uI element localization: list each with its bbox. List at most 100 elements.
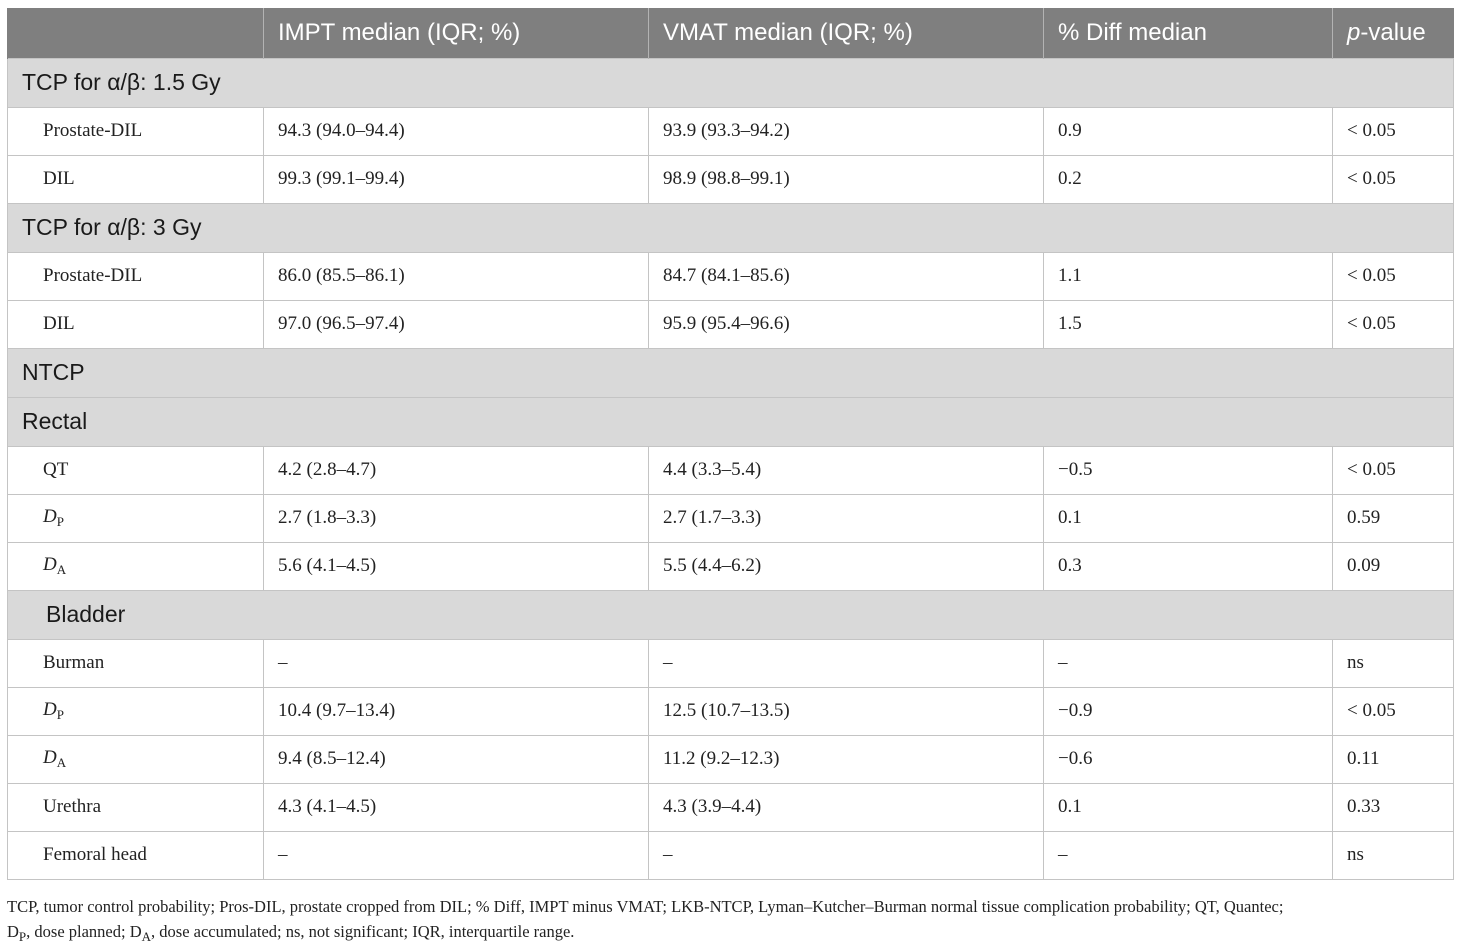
impt-value: 4.3 (4.1–4.5): [263, 782, 649, 832]
table-row: Urethra 4.3 (4.1–4.5) 4.3 (3.9–4.4) 0.1 0.33: [7, 782, 1454, 832]
impt-value: –: [263, 830, 649, 880]
section-title: TCP for α/β: 3 Gy: [7, 202, 1454, 253]
section-row: Rectal: [7, 396, 1454, 447]
diff-value: –: [1043, 830, 1333, 880]
impt-value: 86.0 (85.5–86.1): [263, 251, 649, 301]
row-label: DA: [7, 734, 264, 784]
p-value: < 0.05: [1332, 299, 1454, 349]
p-value: ns: [1332, 830, 1454, 880]
table-footnote: TCP, tumor control probability; Pros-DIL…: [7, 894, 1453, 949]
diff-value: −0.9: [1043, 686, 1333, 736]
row-label: DP: [7, 686, 264, 736]
impt-value: 99.3 (99.1–99.4): [263, 154, 649, 204]
row-label: Urethra: [7, 782, 264, 832]
diff-value: 1.1: [1043, 251, 1333, 301]
table-row: QT 4.2 (2.8–4.7) 4.4 (3.3–5.4) −0.5 < 0.05: [7, 445, 1454, 495]
row-label: Femoral head: [7, 830, 264, 880]
diff-value: −0.5: [1043, 445, 1333, 495]
impt-value: 10.4 (9.7–13.4): [263, 686, 649, 736]
footnote-dp-sub: P: [18, 929, 27, 944]
footnote-mid: , dose planned; D: [26, 922, 142, 941]
vmat-value: 5.5 (4.4–6.2): [648, 541, 1044, 591]
row-label: DIL: [7, 154, 264, 204]
impt-value: 97.0 (96.5–97.4): [263, 299, 649, 349]
table-row: DP 2.7 (1.8–3.3) 2.7 (1.7–3.3) 0.1 0.59: [7, 493, 1454, 543]
row-label-main: D: [43, 506, 57, 527]
impt-value: 5.6 (4.1–4.5): [263, 541, 649, 591]
diff-value: −0.6: [1043, 734, 1333, 784]
row-label: DP: [7, 493, 264, 543]
header-vmat: VMAT median (IQR; %): [648, 8, 1044, 58]
table-row: DP 10.4 (9.7–13.4) 12.5 (10.7–13.5) −0.9 < 0…: [7, 686, 1454, 736]
impt-value: 94.3 (94.0–94.4): [263, 106, 649, 156]
p-value: 0.33: [1332, 782, 1454, 832]
diff-value: 0.3: [1043, 541, 1333, 591]
table-row: DIL 99.3 (99.1–99.4) 98.9 (98.8–99.1) 0.2 < …: [7, 154, 1454, 204]
p-value: 0.09: [1332, 541, 1454, 591]
p-value: < 0.05: [1332, 106, 1454, 156]
vmat-value: 2.7 (1.7–3.3): [648, 493, 1044, 543]
section-row: Bladder: [7, 589, 1454, 640]
row-label: Burman: [7, 638, 264, 688]
section-row: TCP for α/β: 1.5 Gy: [7, 57, 1454, 108]
section-title: NTCP: [7, 347, 1454, 398]
vmat-value: 95.9 (95.4–96.6): [648, 299, 1044, 349]
impt-value: 2.7 (1.8–3.3): [263, 493, 649, 543]
vmat-value: –: [648, 830, 1044, 880]
impt-value: –: [263, 638, 649, 688]
impt-value: 4.2 (2.8–4.7): [263, 445, 649, 495]
row-label-subscript: A: [56, 562, 67, 577]
table-row: Prostate-DIL 86.0 (85.5–86.1) 84.7 (84.1–8…: [7, 251, 1454, 301]
table-row: DA 5.6 (4.1–4.5) 5.5 (4.4–6.2) 0.3 0.09: [7, 541, 1454, 591]
p-value: 0.59: [1332, 493, 1454, 543]
row-label-main: D: [43, 699, 57, 720]
p-value: < 0.05: [1332, 154, 1454, 204]
vmat-value: 11.2 (9.2–12.3): [648, 734, 1044, 784]
results-table: IMPT median (IQR; %) VMAT median (IQR; %…: [7, 8, 1454, 880]
diff-value: 0.2: [1043, 154, 1333, 204]
diff-value: 0.1: [1043, 782, 1333, 832]
table-row: Prostate-DIL 94.3 (94.0–94.4) 93.9 (93.3–9…: [7, 106, 1454, 156]
vmat-value: 98.9 (98.8–99.1): [648, 154, 1044, 204]
table-row: Femoral head – – – ns: [7, 830, 1454, 880]
row-label-main: D: [43, 747, 57, 768]
section-title: Bladder: [7, 589, 1454, 640]
footnote-dp-main: D: [7, 922, 19, 941]
p-value: < 0.05: [1332, 445, 1454, 495]
vmat-value: 84.7 (84.1–85.6): [648, 251, 1044, 301]
header-diff: % Diff median: [1043, 8, 1333, 58]
table-body: TCP for α/β: 1.5 Gy Prostate-DIL 94.3 (94.…: [7, 57, 1454, 880]
diff-value: 1.5: [1043, 299, 1333, 349]
p-value: < 0.05: [1332, 686, 1454, 736]
footnote-end: , dose accumulated; ns, not significant;…: [151, 922, 575, 941]
row-label-subscript: A: [56, 755, 67, 770]
vmat-value: 4.4 (3.3–5.4): [648, 445, 1044, 495]
footnote-line-2: DP, dose planned; DA, dose accumulated; …: [7, 919, 1453, 949]
row-label: QT: [7, 445, 264, 495]
p-value: < 0.05: [1332, 251, 1454, 301]
p-value: ns: [1332, 638, 1454, 688]
row-label-subscript: P: [56, 707, 64, 722]
header-impt: IMPT median (IQR; %): [263, 8, 649, 58]
row-label: Prostate-DIL: [7, 251, 264, 301]
vmat-value: –: [648, 638, 1044, 688]
diff-value: 0.1: [1043, 493, 1333, 543]
section-row: TCP for α/β: 3 Gy: [7, 202, 1454, 253]
vmat-value: 12.5 (10.7–13.5): [648, 686, 1044, 736]
diff-value: –: [1043, 638, 1333, 688]
section-row: NTCP: [7, 347, 1454, 398]
header-row: IMPT median (IQR; %) VMAT median (IQR; %…: [7, 8, 1454, 58]
p-value: 0.11: [1332, 734, 1454, 784]
footnote-line-1: TCP, tumor control probability; Pros-DIL…: [7, 897, 1284, 916]
row-label: DIL: [7, 299, 264, 349]
section-title: TCP for α/β: 1.5 Gy: [7, 57, 1454, 108]
vmat-value: 4.3 (3.9–4.4): [648, 782, 1044, 832]
header-p-rest: -value: [1360, 18, 1426, 46]
table-row: DA 9.4 (8.5–12.4) 11.2 (9.2–12.3) −0.6 0.11: [7, 734, 1454, 784]
row-label: DA: [7, 541, 264, 591]
header-p-italic: p: [1347, 18, 1361, 46]
vmat-value: 93.9 (93.3–94.2): [648, 106, 1044, 156]
row-label-subscript: P: [56, 514, 64, 529]
section-title: Rectal: [7, 396, 1454, 447]
header-cell-empty: [7, 8, 264, 58]
